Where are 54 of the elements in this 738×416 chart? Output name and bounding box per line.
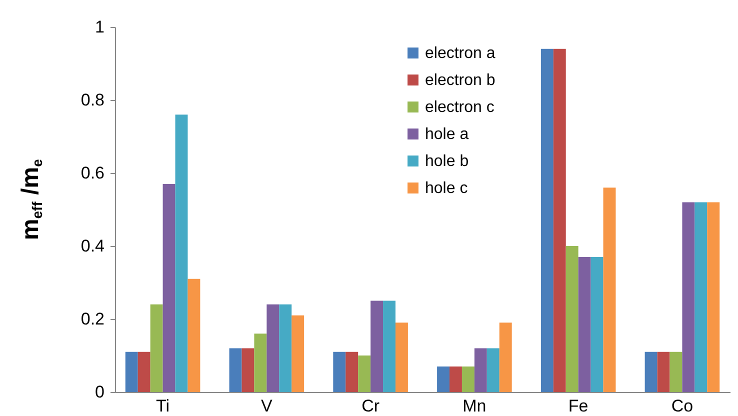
- bar: [333, 352, 346, 392]
- y-tick-label: 0: [95, 382, 104, 402]
- bar: [162, 184, 176, 392]
- bar: [566, 246, 578, 392]
- x-tick-label: Mn: [462, 396, 486, 416]
- legend-label: electron a: [425, 45, 496, 62]
- x-tick-label: Fe: [568, 396, 588, 416]
- bar: [254, 334, 267, 392]
- y-tick-label: 0.8: [80, 90, 104, 110]
- y-tick-label: 1: [95, 18, 104, 36]
- bar: [499, 322, 512, 392]
- x-tick-label: Co: [671, 396, 694, 416]
- bar: [395, 322, 408, 392]
- bar: [682, 202, 695, 392]
- bar: [578, 256, 591, 392]
- bar: [279, 304, 292, 392]
- bar: [370, 300, 384, 392]
- bar: [486, 348, 500, 392]
- bar: [292, 315, 304, 392]
- bar: [707, 202, 720, 392]
- legend-label: hole a: [425, 126, 469, 143]
- legend-label: electron c: [425, 99, 494, 116]
- bar: [437, 366, 450, 392]
- y-tick-label: 0.2: [80, 310, 104, 328]
- bar: [358, 356, 371, 392]
- bar: [462, 366, 474, 392]
- bar: [450, 366, 462, 392]
- bar: [540, 48, 554, 392]
- legend-label: hole c: [425, 180, 468, 197]
- bar: [670, 352, 682, 392]
- bar: [175, 114, 188, 392]
- legend-label: electron b: [425, 72, 496, 89]
- bar: [188, 278, 200, 392]
- bar: [125, 352, 138, 392]
- bar: [657, 352, 670, 392]
- bar: [150, 304, 163, 392]
- y-tick-label: 0.6: [80, 164, 104, 182]
- x-tick-label: Ti: [156, 396, 170, 416]
- bar: [242, 348, 254, 392]
- legend-label: hole b: [425, 153, 469, 170]
- bar: [603, 188, 616, 392]
- x-tick-label: V: [261, 396, 273, 416]
- bar: [474, 348, 487, 392]
- bar: [694, 202, 708, 392]
- y-tick-label: 0.4: [80, 236, 104, 256]
- bar: [383, 300, 396, 392]
- bar: [229, 348, 242, 392]
- x-tick-label: Cr: [362, 396, 380, 416]
- bar: [266, 304, 280, 392]
- bar: [553, 48, 566, 392]
- bar: [590, 256, 604, 392]
- bar: [644, 352, 658, 392]
- bar: [138, 352, 150, 392]
- bar: [346, 352, 358, 392]
